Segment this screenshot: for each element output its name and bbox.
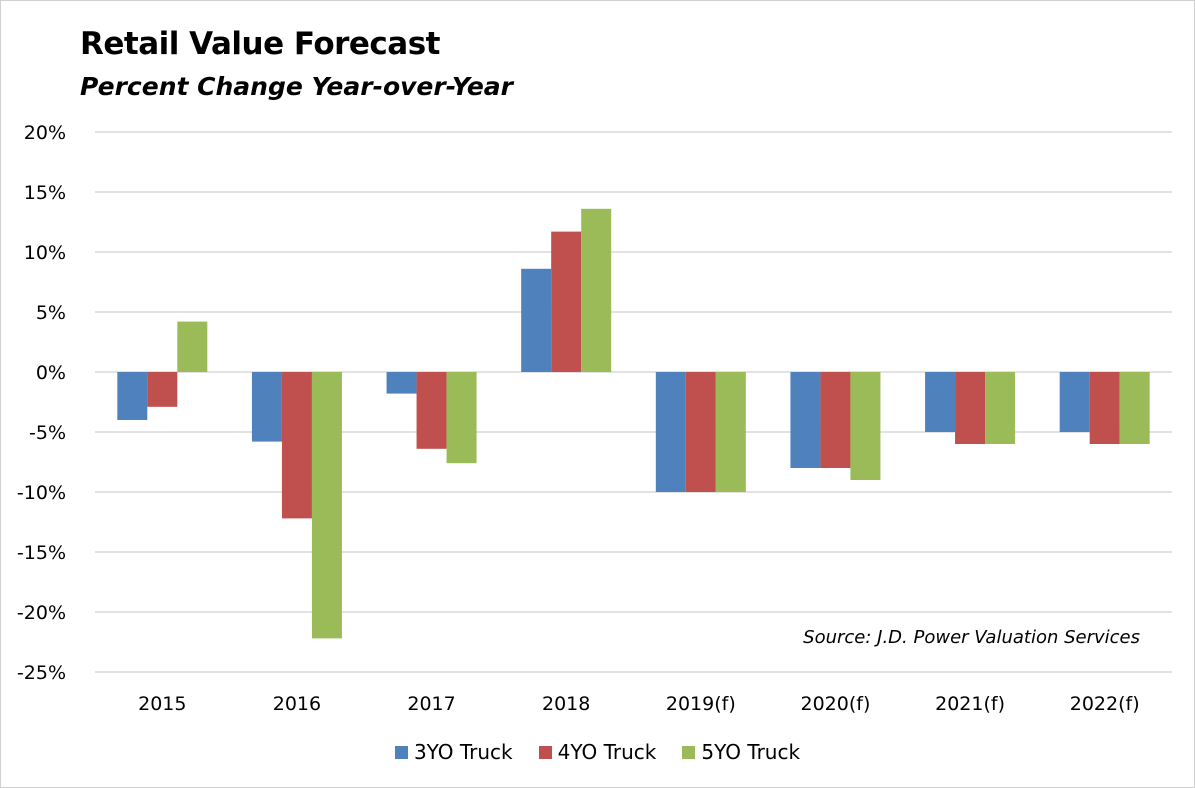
x-tick-label: 2022(f) [1070,693,1140,715]
bar-5yo-truck-2020(f) [850,372,881,480]
bar-3yo-truck-2015 [117,372,148,420]
bar-3yo-truck-2017 [386,372,417,394]
bar-3yo-truck-2018 [521,268,552,372]
x-tick-label: 2016 [273,693,321,715]
bar-4yo-truck-2021(f) [955,372,986,444]
bar-4yo-truck-2016 [281,372,312,519]
legend-item-5yo: 5YO Truck [682,740,800,764]
bar-4yo-truck-2019(f) [685,372,716,492]
y-tick-label: -15% [17,542,66,564]
source-annotation: Source: J.D. Power Valuation Services [803,627,1140,648]
bar-5yo-truck-2019(f) [715,372,746,492]
bar-4yo-truck-2022(f) [1089,372,1120,444]
x-tick-label: 2015 [138,693,186,715]
chart-subtitle: Percent Change Year-over-Year [80,72,513,101]
y-tick-label: 5% [36,302,66,324]
legend-label-4yo: 4YO Truck [557,740,657,764]
x-tick-label: 2021(f) [935,693,1005,715]
bar-3yo-truck-2016 [251,372,282,442]
bar-5yo-truck-2022(f) [1119,372,1150,444]
bar-4yo-truck-2015 [147,372,178,407]
y-tick-label: 10% [24,242,66,264]
y-tick-label: -5% [29,422,66,444]
x-tick-label: 2019(f) [666,693,736,715]
bar-5yo-truck-2021(f) [985,372,1016,444]
legend: 3YO Truck 4YO Truck 5YO Truck [0,740,1195,764]
y-tick-label: -10% [17,482,66,504]
bar-4yo-truck-2020(f) [820,372,851,468]
bar-5yo-truck-2015 [177,321,208,372]
bar-3yo-truck-2019(f) [655,372,686,492]
x-tick-label: 2020(f) [801,693,871,715]
legend-swatch-4yo [538,745,552,759]
x-tick-label: 2018 [542,693,590,715]
bar-3yo-truck-2022(f) [1059,372,1090,432]
legend-item-4yo: 4YO Truck [538,740,657,764]
y-tick-label: -20% [17,602,66,624]
x-tick-label: 2017 [407,693,455,715]
legend-label-5yo: 5YO Truck [701,740,801,764]
chart-title: Retail Value Forecast [80,26,441,62]
y-tick-label: 15% [24,182,66,204]
bar-5yo-truck-2018 [581,208,612,372]
y-tick-label: 20% [24,122,66,144]
y-tick-label: 0% [36,362,66,384]
bar-5yo-truck-2017 [446,372,477,464]
y-tick-label: -25% [17,662,66,684]
legend-item-3yo: 3YO Truck [394,740,513,764]
legend-swatch-3yo [394,745,408,759]
bar-3yo-truck-2021(f) [925,372,956,432]
bar-5yo-truck-2016 [311,372,342,639]
legend-label-3yo: 3YO Truck [413,740,513,764]
bar-4yo-truck-2018 [551,231,582,372]
legend-swatch-5yo [682,745,696,759]
bar-3yo-truck-2020(f) [790,372,821,468]
bar-4yo-truck-2017 [416,372,447,449]
